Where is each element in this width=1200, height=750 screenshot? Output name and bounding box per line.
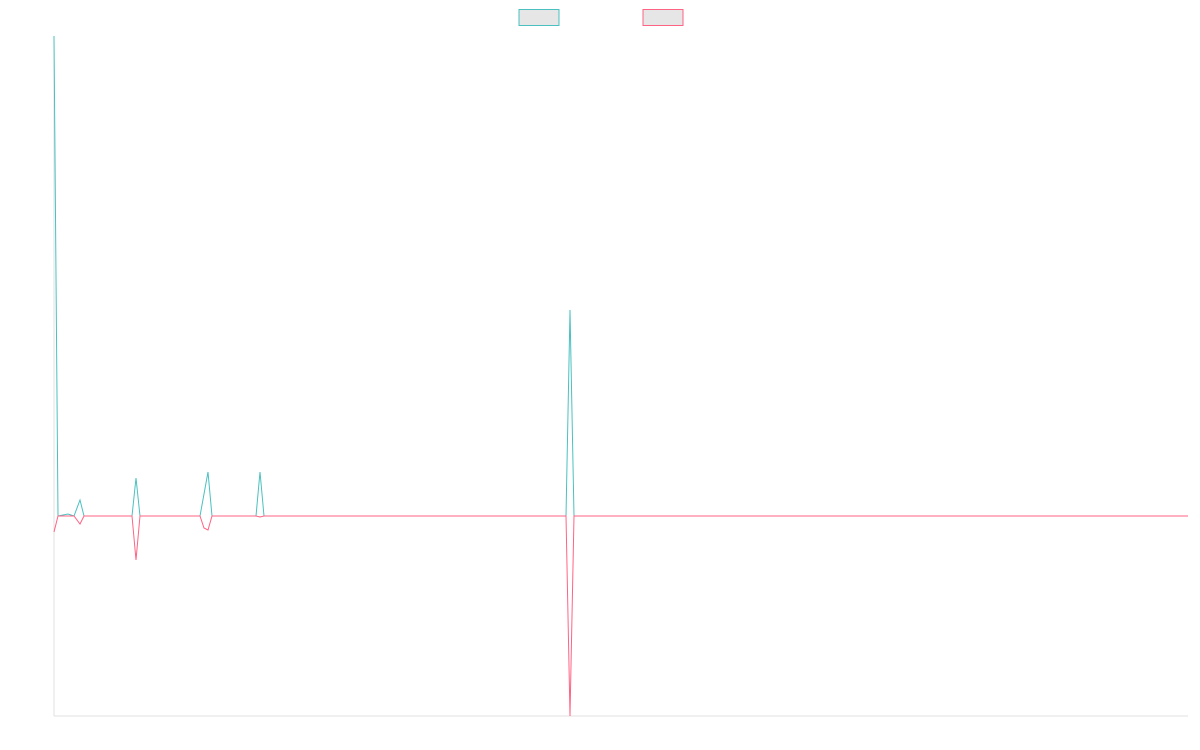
- line-series: [53, 35, 1188, 517]
- line-series: [53, 515, 1188, 717]
- legend-swatch[interactable]: [642, 9, 684, 26]
- legend-swatch[interactable]: [518, 9, 560, 26]
